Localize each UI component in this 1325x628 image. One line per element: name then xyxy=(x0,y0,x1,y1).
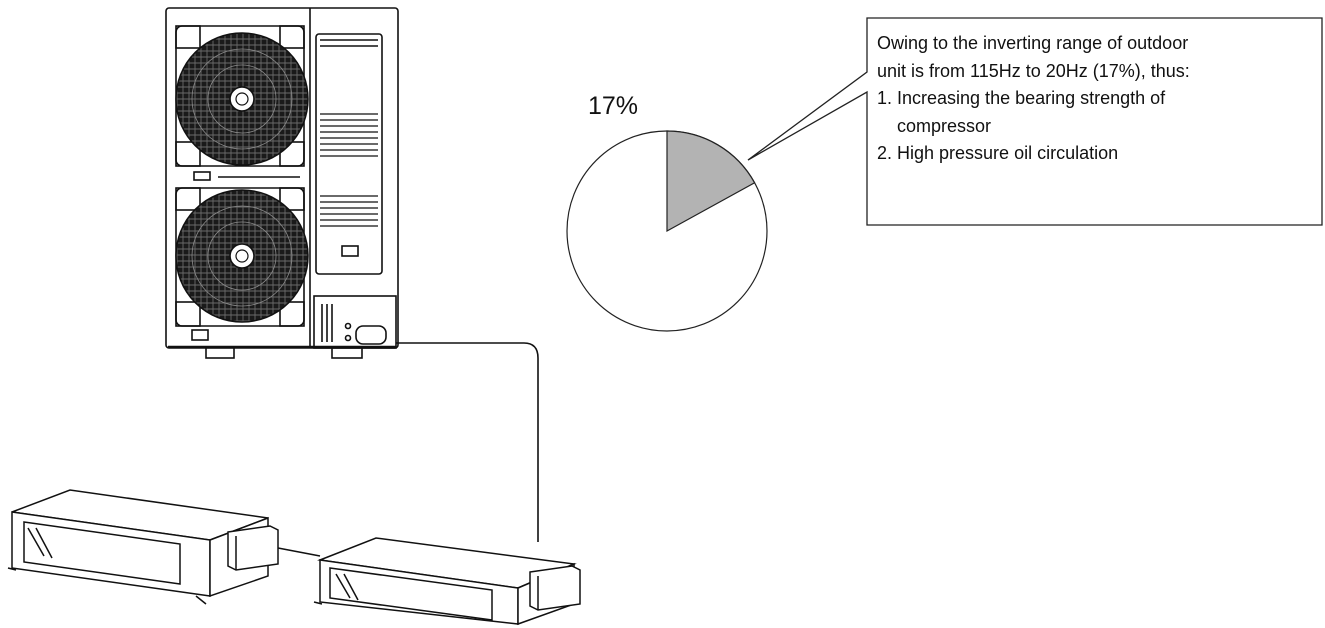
callout-list-item: compressor xyxy=(897,115,992,136)
pie-chart xyxy=(566,130,768,332)
callout-list-item: 1. Increasing the bearing strength of xyxy=(877,88,1166,108)
indoor-duct-unit-icon xyxy=(7,489,279,605)
callout-list-item: 2. High pressure oil circulation xyxy=(877,143,1119,163)
pie-percent-label: 17% xyxy=(588,92,639,120)
fan-icon xyxy=(175,32,309,166)
pie-slice-17-percent xyxy=(666,130,756,233)
refrigerant-pipe-icon xyxy=(396,342,539,542)
callout-line: unit is from 115Hz to 20Hz (17%), thus: xyxy=(877,60,1190,81)
callout-box xyxy=(747,17,1323,226)
fan-icon xyxy=(175,189,309,323)
indoor-duct-unit-icon xyxy=(313,537,581,626)
callout-text: Owing to the inverting range of outdoor … xyxy=(877,30,1325,168)
refrigerant-pipe-icon xyxy=(277,547,321,557)
callout-line: Owing to the inverting range of outdoor xyxy=(877,33,1189,53)
